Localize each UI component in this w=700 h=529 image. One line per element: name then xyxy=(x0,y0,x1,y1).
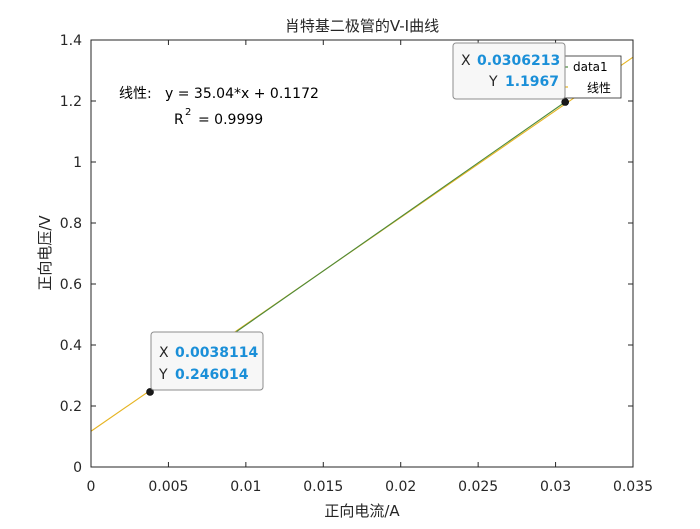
legend-label-fit: 线性 xyxy=(587,81,611,95)
x-tick-label: 0.015 xyxy=(303,479,343,495)
x-tick-label: 0 xyxy=(87,479,96,495)
y-tick-label: 1.4 xyxy=(60,33,82,49)
fit-equation-label: 线性: xyxy=(119,86,152,102)
y-tick-label: 0.6 xyxy=(60,277,82,293)
y-tick-label: 0 xyxy=(73,460,82,476)
legend-box[interactable] xyxy=(554,55,622,99)
x-tick-label: 0.03 xyxy=(540,479,571,495)
fit-equation: y = 35.04*x + 0.1172 xyxy=(165,86,319,102)
fit-r2-prefix: R xyxy=(174,112,184,128)
y-tick-label: 1.2 xyxy=(60,94,82,110)
plot-frame xyxy=(90,39,634,468)
x-tick-label: 0.035 xyxy=(613,479,653,495)
datatip-high-x-label: X xyxy=(461,53,471,69)
datatip-low-y-label: Y xyxy=(158,367,168,383)
x-tick-label: 0.01 xyxy=(230,479,261,495)
datatip-high-box[interactable] xyxy=(452,42,566,100)
datatip-low[interactable]: X 0.0038114 Y 0.246014 xyxy=(150,331,264,391)
datatip-low-x-value: 0.0038114 xyxy=(175,345,259,361)
y-tick-label: 0.4 xyxy=(60,338,82,354)
datatip-high[interactable]: X 0.0306213 Y 1.1967 xyxy=(452,42,566,100)
datatip-low-y-value: 0.246014 xyxy=(175,367,249,383)
x-tick-label: 0.025 xyxy=(458,479,498,495)
datatip-low-x-label: X xyxy=(159,345,169,361)
chart-title: 肖特基二极管的V-I曲线 xyxy=(285,17,439,35)
datatip-high-x-value: 0.0306213 xyxy=(477,53,560,69)
y-tick-label: 0.8 xyxy=(60,216,82,232)
datatip-point-high[interactable] xyxy=(561,98,569,106)
datatip-high-y-value: 1.1967 xyxy=(505,74,559,90)
x-tick-label: 0.005 xyxy=(148,479,188,495)
plot-area xyxy=(91,40,633,467)
y-axis-label: 正向电压/V xyxy=(36,215,54,291)
x-axis-label: 正向电流/A xyxy=(324,502,400,520)
fit-r2-value: = 0.9999 xyxy=(198,112,263,128)
legend[interactable]: data1 线性 xyxy=(554,55,622,99)
fit-annotation: 线性: y = 35.04*x + 0.1172 R 2 = 0.9999 xyxy=(119,86,319,128)
x-tick-label: 0.02 xyxy=(385,479,416,495)
datatip-high-y-label: Y xyxy=(488,74,498,90)
y-tick-label: 1 xyxy=(73,155,82,171)
datatip-low-box[interactable] xyxy=(150,331,264,391)
datatip-point-low[interactable] xyxy=(146,388,154,396)
y-tick-label: 0.2 xyxy=(60,399,82,415)
fit-r2-superscript: 2 xyxy=(185,107,191,118)
legend-label-data1: data1 xyxy=(573,60,608,74)
